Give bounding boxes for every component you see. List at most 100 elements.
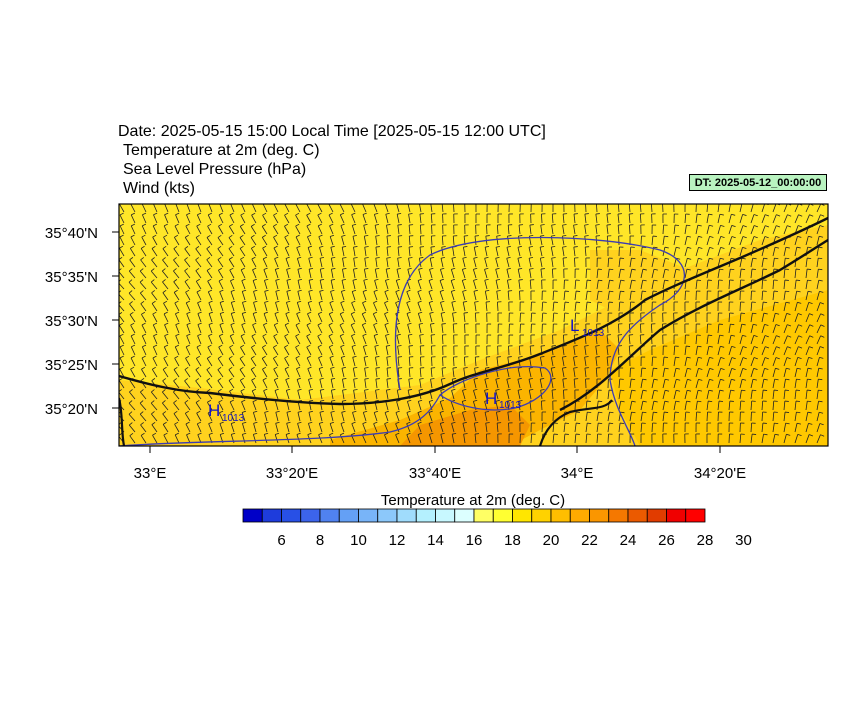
wind-barb [174,302,180,312]
wind-barb [330,291,334,301]
wind-barb [339,324,345,334]
wind-barb-flag [708,213,713,216]
wind-barb [318,302,323,312]
wind-barb [551,213,554,224]
wind-barb-flag [362,300,367,304]
wind-barb [551,346,554,356]
wind-barb-flag [228,256,233,260]
wind-barb-flag [296,432,301,435]
wind-barb-flag [363,410,368,413]
wind-barb-flag [408,213,413,215]
wind-barb-flag [742,334,747,337]
wind-barb [629,269,633,279]
wind-barb [263,269,268,279]
wind-barb-flag [507,235,512,237]
wind-barb [162,292,169,301]
wind-barb-flag [484,410,490,413]
wind-barb [794,423,798,433]
wind-barb [251,214,257,224]
wind-barb-flag [240,267,245,271]
wind-barb [574,434,577,444]
wind-barb [662,401,666,411]
wind-barb-flag [731,378,736,381]
wind-barb-flag [195,257,200,261]
wind-barb [450,401,455,411]
wind-barb-flag [686,224,691,227]
wind-barb [783,258,786,268]
wind-barb [139,413,147,422]
wind-barb [805,313,810,323]
wind-barb [364,379,367,389]
wind-barb [518,401,521,411]
wind-barb [629,301,632,312]
wind-barb-flag [429,300,434,303]
wind-barb-flag [430,256,435,259]
wind-barb-flag [175,311,180,315]
wind-barb [772,214,777,224]
wind-barb [562,214,565,224]
wind-barb [264,291,268,301]
lat-label-1: 35°40'N [45,225,98,242]
wind-barb-flag [375,356,380,358]
wind-barb-flag [796,290,801,293]
wind-barb-flag [319,377,324,380]
wind-barb [640,258,644,268]
wind-barb [250,369,257,378]
wind-barb [439,412,444,422]
wind-barb-flag [331,389,336,391]
wind-barb [528,379,532,389]
wind-barb-flag [719,213,724,216]
wind-barb [284,236,290,246]
wind-barb-flag [273,333,278,337]
wind-barb [129,380,136,389]
wind-barb [684,368,688,378]
wind-barb [628,335,631,345]
wind-barb [584,247,587,257]
wind-barb-flag [185,344,190,348]
wind-barb-flag [742,357,747,360]
wind-barb [439,291,444,301]
wind-barb [184,270,191,279]
wind-barb-flag [242,300,247,303]
wind-barb-flag [162,245,167,249]
wind-barb [462,423,466,433]
wind-barb [739,258,743,268]
wind-barb-flag [264,278,269,281]
wind-barb [418,269,422,279]
wind-barb-flag [251,212,256,216]
wind-barb-flag [162,400,166,404]
wind-barb [717,279,720,290]
wind-barb-flag [384,322,389,325]
wind-barb [550,247,554,257]
wind-barb [386,390,389,400]
wind-barb-flag [230,278,235,282]
wind-barb-flag [698,367,703,370]
wind-barb-flag [306,344,311,348]
wind-barb [239,358,246,367]
wind-barb [662,357,665,367]
wind-barb [295,346,301,356]
wind-barb-flag [753,225,758,228]
wind-barb [353,379,356,389]
wind-barb-flag [495,377,500,380]
wind-barb [197,302,202,312]
wind-barb-flag [562,367,567,369]
wind-barb [217,237,224,246]
wind-barb [541,312,544,323]
wind-barb-flag [807,279,812,282]
wind-barb [717,236,722,246]
wind-barb [174,346,180,356]
wind-barb-flag [285,432,290,435]
wind-barb-flag [218,278,223,282]
wind-barb-flag [775,367,780,370]
wind-barb [574,279,577,290]
wind-barb-flag [528,366,534,369]
wind-barb [250,248,257,257]
wind-barb-flag [417,300,422,303]
wind-barb-flag [297,289,302,292]
wind-barb-flag [664,235,669,238]
wind-barb [164,324,169,334]
wind-barb [662,280,665,290]
wind-barb [452,235,455,246]
wind-barb-flag [473,399,478,402]
